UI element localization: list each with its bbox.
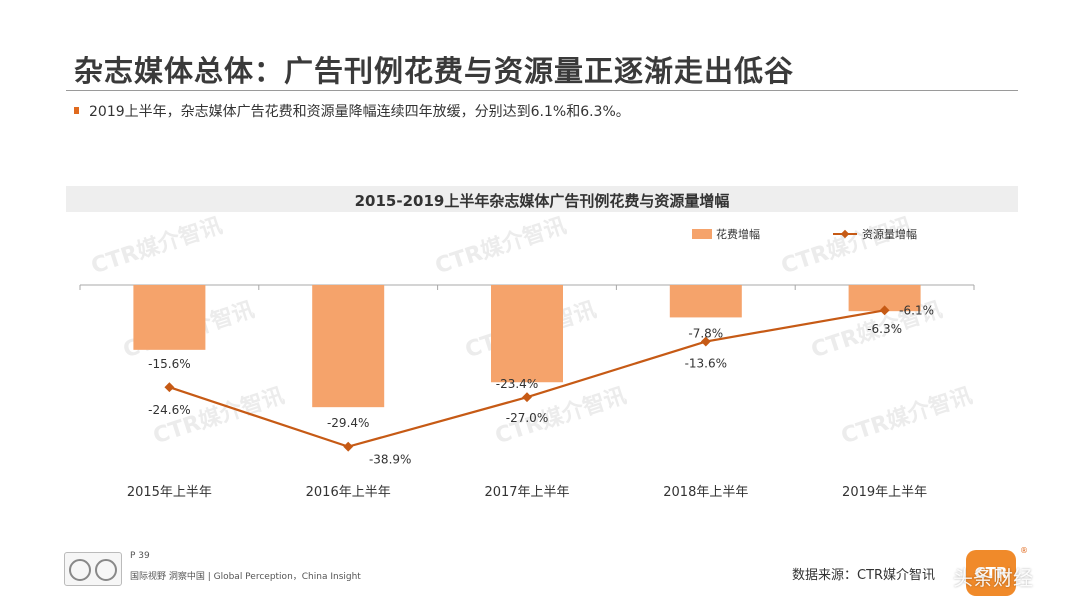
- line-point-2: [343, 441, 354, 452]
- line-point-5: [879, 305, 890, 316]
- overlay-brand-watermark: 头条财经: [953, 566, 1033, 590]
- legend-label-bars: 花费增幅: [716, 227, 760, 241]
- line-data-label: -38.9%: [369, 453, 411, 467]
- data-source: 数据来源：CTR媒介智讯: [792, 568, 936, 583]
- x-tick-label: 2015年上半年: [127, 485, 212, 500]
- line-data-label: -6.1%: [899, 303, 934, 317]
- certification-logo: [64, 552, 122, 586]
- bullet-marker: [74, 107, 79, 114]
- bar-3: [491, 285, 563, 383]
- x-tick-label: 2017年上半年: [484, 485, 569, 500]
- legend-label-line: 资源量增幅: [862, 227, 917, 241]
- bar-data-label: -15.6%: [148, 357, 190, 371]
- cert-ring-icon: [95, 559, 117, 581]
- bar-data-label: -6.3%: [867, 322, 902, 336]
- title-divider: [66, 90, 1018, 91]
- line-data-label: -13.6%: [685, 357, 727, 371]
- legend-swatch-bars: [692, 229, 712, 239]
- legend-swatch-marker: [840, 229, 850, 239]
- bar-data-label: -7.8%: [688, 326, 723, 340]
- line-data-label: -24.6%: [148, 403, 190, 417]
- line-point-1: [164, 382, 175, 393]
- chart-title: 2015-2019上半年杂志媒体广告刊例花费与资源量增幅: [354, 192, 730, 210]
- chart-title-band: [66, 186, 1018, 212]
- bar-data-label: -29.4%: [327, 416, 369, 430]
- page-subtitle: 2019上半年，杂志媒体广告花费和资源量降幅连续四年放缓，分别达到6.1%和6.…: [89, 104, 630, 120]
- cert-ring-icon: [69, 559, 91, 581]
- registered-mark: ®: [1020, 546, 1028, 555]
- x-tick-label: 2018年上半年: [663, 485, 748, 500]
- x-tick-label: 2019年上半年: [842, 485, 927, 500]
- bar-2: [312, 285, 385, 408]
- footer-tagline: 国际视野 洞察中国 | Global Perception，China Insi…: [130, 572, 361, 582]
- line-data-label: -27.0%: [506, 411, 548, 425]
- page-title: 杂志媒体总体：广告刊例花费与资源量正逐渐走出低谷: [74, 54, 795, 88]
- bar-1: [133, 285, 206, 350]
- line-point-4: [700, 336, 711, 347]
- ctr-logo: CTR: [966, 550, 1016, 596]
- bar-data-label: -23.4%: [496, 377, 538, 391]
- x-tick-label: 2016年上半年: [306, 485, 391, 500]
- bar-4: [669, 285, 742, 318]
- page-number: P 39: [130, 551, 150, 561]
- line-point-3: [522, 392, 532, 403]
